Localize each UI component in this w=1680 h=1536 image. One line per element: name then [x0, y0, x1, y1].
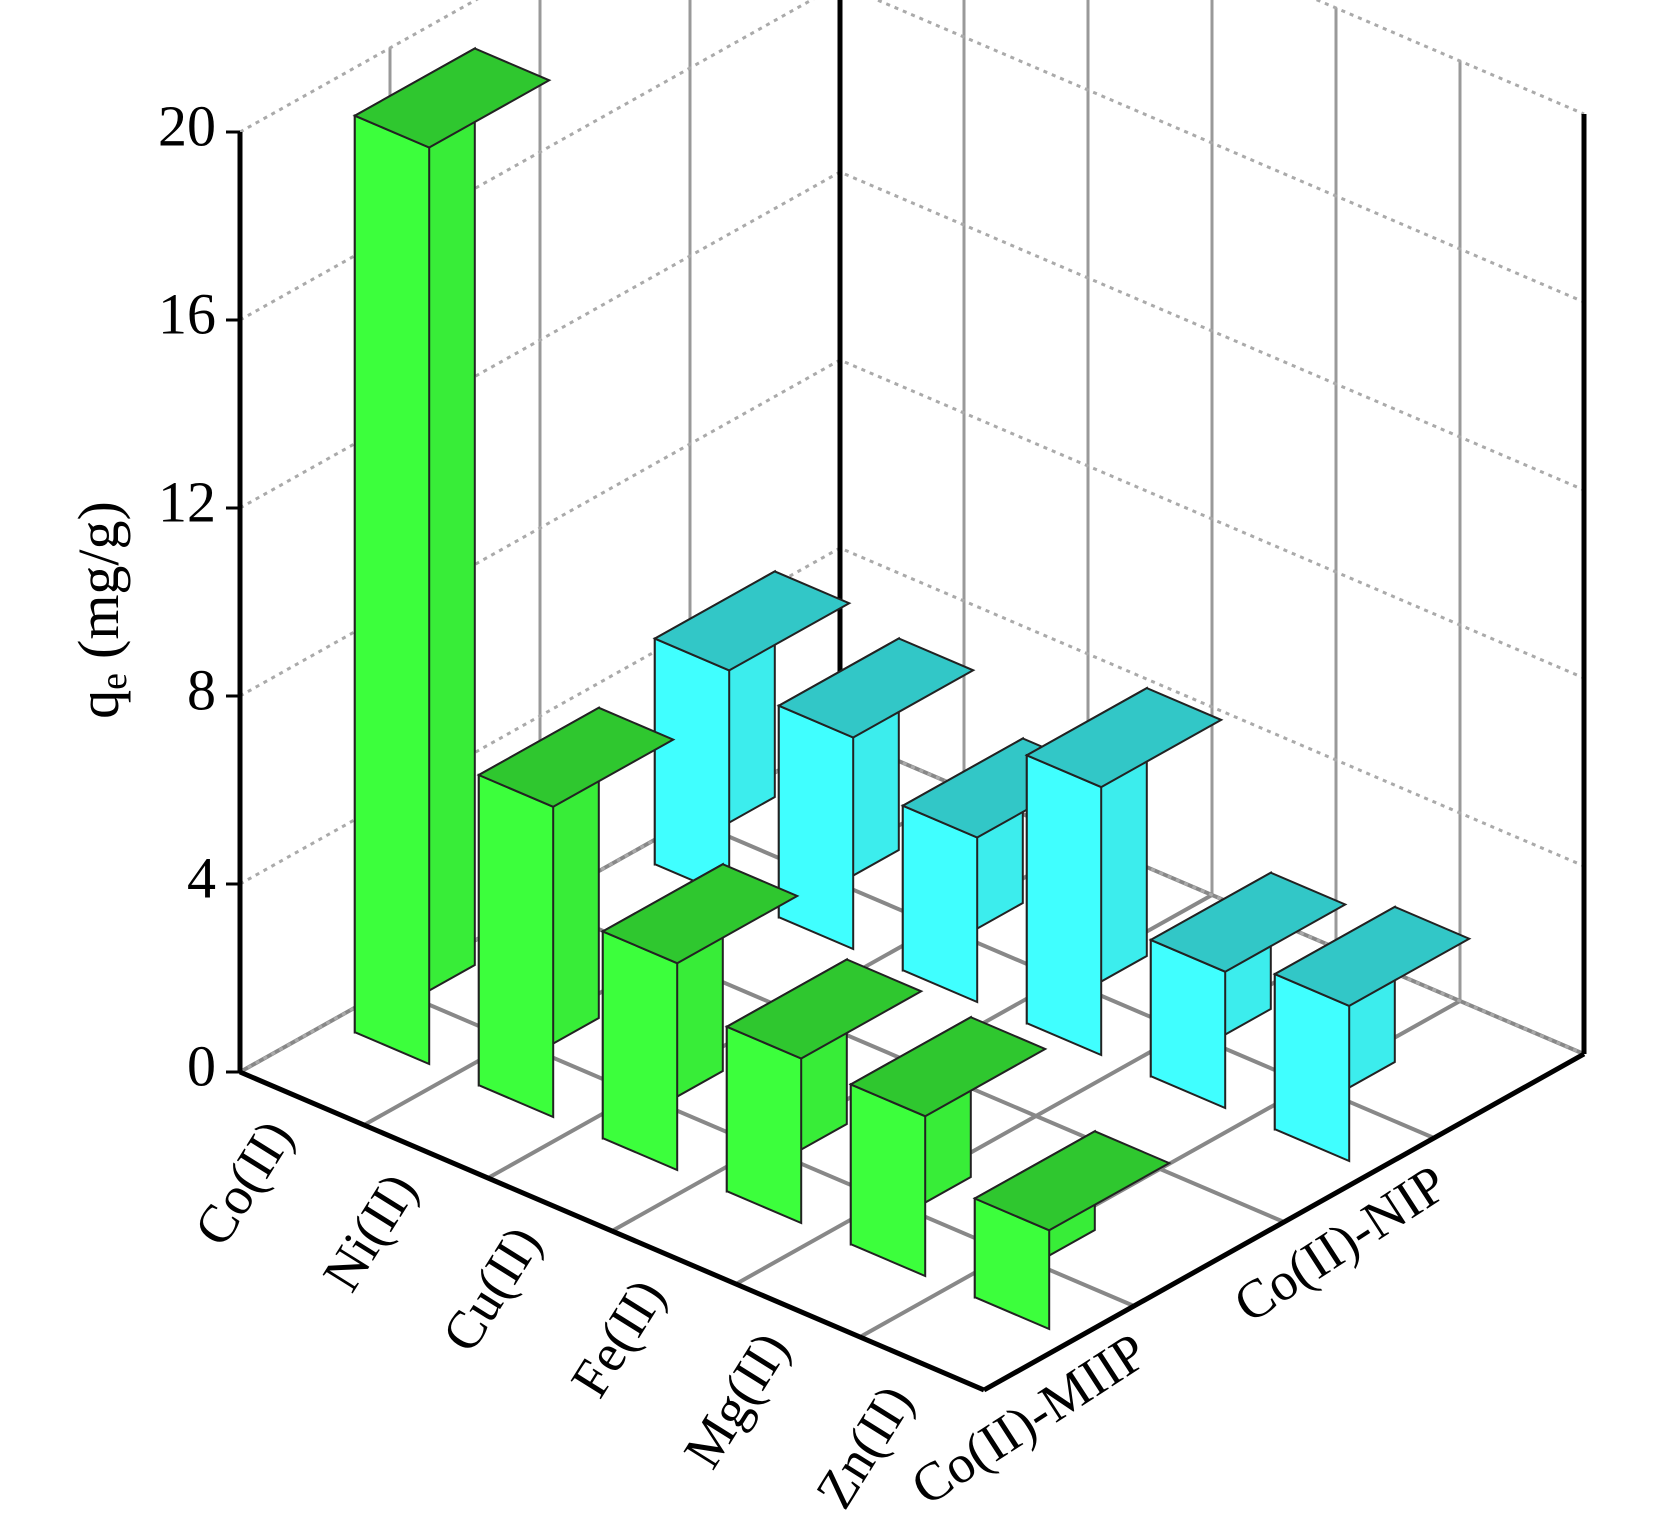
bar-top — [848, 1016, 1048, 1118]
x-tick-label: Ni(II) — [311, 1163, 429, 1302]
x-tick-label: Co(II) — [182, 1110, 304, 1256]
y-tick-label: 8 — [187, 657, 216, 722]
bar-top — [600, 863, 800, 965]
y-tick-label: 0 — [187, 1033, 216, 1098]
bar-front — [849, 1082, 927, 1278]
bar-front — [353, 114, 431, 1066]
series-label: Co(II)-NIP — [1223, 1153, 1457, 1334]
bar-top — [1272, 905, 1472, 1008]
bar-front — [601, 929, 679, 1172]
x-tick-label: Mg(II) — [672, 1322, 801, 1478]
bar-top — [652, 570, 852, 672]
y-tick-label: 12 — [158, 469, 216, 534]
bar-top — [476, 706, 676, 808]
bar-front — [901, 804, 979, 1004]
y-label-unit: (mg/g) — [66, 501, 131, 659]
bar-top — [1148, 871, 1348, 973]
grid-line — [239, 0, 1585, 134]
bar-top — [352, 47, 552, 149]
y-label-subscript: e — [93, 673, 135, 690]
y-label-symbol: q — [66, 690, 131, 719]
bar-front — [1025, 753, 1103, 1057]
bar-top — [1024, 686, 1224, 789]
bar-top — [972, 1130, 1172, 1232]
x-tick-label: Zn(II) — [804, 1375, 925, 1519]
bar-top — [724, 958, 924, 1060]
bar-front — [725, 1025, 803, 1225]
grid-line — [239, 0, 1585, 322]
bar-front — [477, 773, 555, 1119]
y-tick-label: 20 — [158, 93, 216, 158]
y-axis-label: qe (mg/g) — [66, 501, 134, 719]
bar-front — [653, 637, 731, 898]
bar-front — [777, 704, 855, 951]
x-tick-label: Fe(II) — [559, 1269, 677, 1408]
y-tick-label: 4 — [187, 845, 216, 910]
x-tick-label: Cu(II) — [430, 1216, 552, 1362]
bar-top — [776, 637, 976, 739]
series-label: Co(II)-MIIP — [901, 1321, 1158, 1517]
series-axis — [982, 1051, 1586, 1393]
y-tick-label: 16 — [158, 281, 216, 346]
x-axis — [239, 1069, 985, 1393]
